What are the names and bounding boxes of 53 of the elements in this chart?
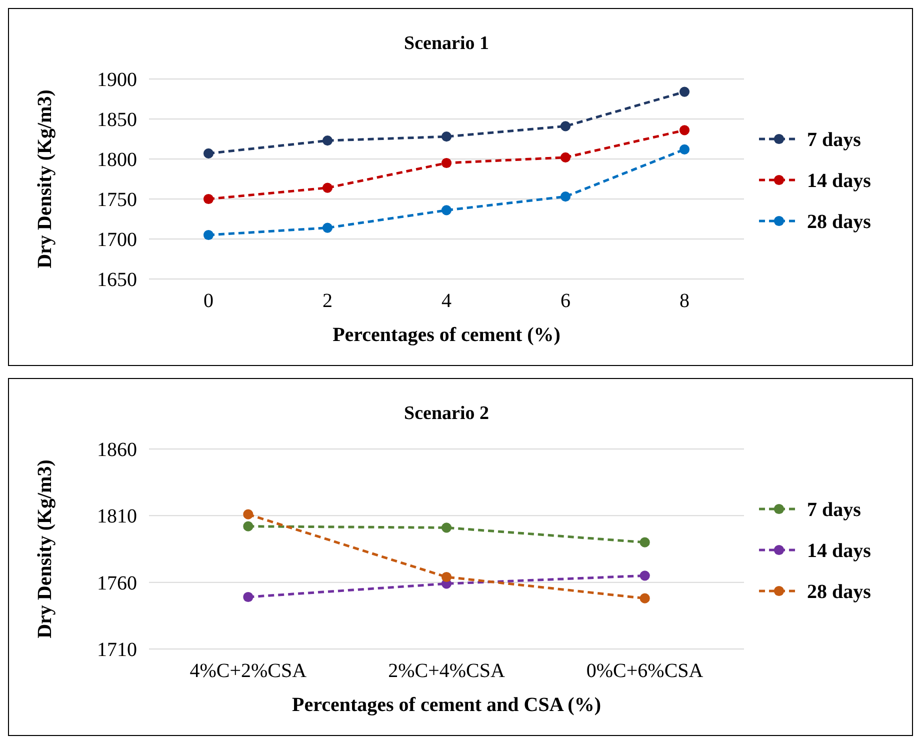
point	[560, 152, 571, 162]
legend-label: 14 days	[807, 540, 872, 562]
legend-label: 28 days	[807, 211, 872, 233]
legend-label: 14 days	[807, 170, 872, 192]
point	[322, 222, 333, 233]
y-tick-label: 1810	[97, 506, 137, 528]
x-tick-label: 2	[322, 290, 332, 312]
point	[441, 522, 452, 533]
y-tick-label: 1710	[97, 639, 137, 661]
point	[679, 86, 690, 97]
legend-label: 7 days	[807, 129, 862, 151]
chart-title: Scenario 2	[404, 403, 489, 424]
point	[679, 144, 690, 154]
point	[243, 521, 254, 532]
x-tick-label: 2%C+4%CSA	[388, 660, 506, 682]
point	[441, 132, 452, 142]
point	[640, 537, 650, 548]
y-tick-label: 1800	[97, 149, 137, 171]
chart-title: Scenario 1	[404, 33, 489, 54]
x-tick-label: 4	[442, 290, 452, 312]
x-tick-label: 4%C+2%CSA	[190, 660, 308, 682]
legend-label: 7 days	[807, 499, 862, 521]
y-tick-label: 1850	[97, 109, 137, 131]
y-tick-label: 1900	[97, 69, 137, 91]
point	[640, 570, 650, 581]
y-tick-label: 1650	[97, 269, 137, 291]
x-axis-title: Percentages of cement and CSA (%)	[292, 694, 602, 716]
point	[441, 205, 452, 216]
point	[203, 148, 214, 158]
y-tick-label: 1760	[97, 572, 137, 594]
point	[243, 592, 254, 602]
x-tick-label: 0%C+6%CSA	[586, 660, 704, 682]
point	[441, 158, 452, 168]
y-tick-label: 1700	[97, 229, 137, 251]
point	[560, 192, 571, 202]
point	[640, 593, 650, 604]
y-axis-title: Dry Density (Kg/m3)	[34, 460, 56, 638]
x-tick-label: 0	[204, 290, 214, 312]
y-tick-label: 1750	[97, 189, 137, 211]
x-tick-label: 8	[680, 290, 690, 312]
x-axis-title: Percentages of cement (%)	[332, 324, 560, 346]
x-tick-label: 6	[560, 290, 570, 312]
point	[441, 572, 452, 582]
point	[322, 182, 333, 193]
point	[560, 121, 571, 132]
legend-label: 28 days	[807, 581, 872, 603]
point	[203, 194, 214, 204]
point	[679, 125, 690, 136]
point	[203, 230, 214, 240]
point	[243, 509, 254, 520]
point	[322, 136, 333, 146]
y-tick-label: 1860	[97, 439, 137, 461]
y-axis-title: Dry Density (Kg/m3)	[34, 90, 56, 268]
